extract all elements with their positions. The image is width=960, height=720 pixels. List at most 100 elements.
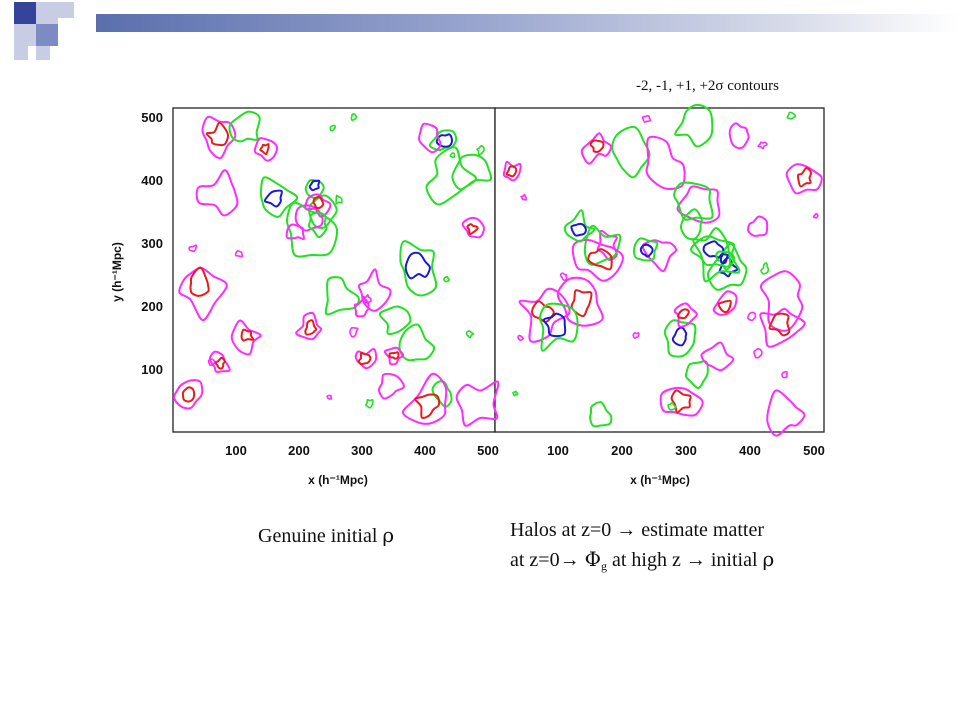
left-x-tick-labels: 100 200 300 400 500 [225,443,499,458]
contour-line [633,237,659,262]
phi-subscript: g [601,559,607,573]
contour-line [580,132,613,165]
contour-line [517,334,525,342]
x-tick-label: 300 [675,443,697,458]
contour-line [466,223,479,236]
contour-line [766,389,806,437]
contour-line [414,393,441,419]
contour-line [228,110,261,143]
contour-line [188,244,198,253]
x-tick-label: 100 [547,443,569,458]
x-tick-label: 500 [803,443,825,458]
contour-line [402,372,448,425]
contour-line [377,372,405,400]
contour-line [587,248,613,271]
contour-line [214,356,226,370]
contour-line [570,222,587,237]
caption-left: Genuine initial ρ [258,523,394,548]
x-tick-label: 200 [611,443,633,458]
contour-line [259,176,299,218]
phi-symbol: Φ [584,547,601,571]
x-tick-label: 400 [739,443,761,458]
x-tick-label: 500 [477,443,499,458]
contour-line [362,294,372,304]
contour-line [304,319,318,336]
contour-line [556,276,604,327]
left-y-axis-label: y (h⁻¹Mpc) [110,242,124,302]
contour-line [365,398,374,409]
contour-line [719,253,729,265]
contour-line [531,300,555,323]
x-tick-label: 200 [288,443,310,458]
contour-line [659,386,704,417]
contour-line [285,223,305,241]
contour-line [357,268,392,312]
contour-line [671,326,688,347]
contour-line [757,141,768,150]
contour-line [455,380,500,427]
contour-line [718,256,739,278]
contour-line [677,308,690,320]
contour-line [205,121,230,147]
contour-line [308,179,321,192]
contour-line [425,146,478,206]
contour-line [443,275,450,283]
contour-line [378,305,412,336]
contour-line [674,103,714,148]
x-tick-label: 400 [414,443,436,458]
deco-square [58,2,74,18]
contour-line [354,347,378,370]
contour-line [700,341,735,372]
right-x-axis-label: x (h⁻¹Mpc) [630,473,690,487]
contour-line [563,209,596,243]
corner-decoration [0,0,80,60]
right-x-tick-labels: 100 200 300 400 500 [547,443,825,458]
contour-line [295,311,323,341]
contour-line [465,330,475,339]
contour-line [173,379,204,410]
contour-line [679,208,703,241]
contour-line [431,380,453,408]
contour-line [240,328,255,342]
contour-line [786,111,797,120]
contour-line [476,144,485,156]
contour-line [673,302,698,328]
contour-line [357,351,372,366]
contour-figure: 500 400 300 200 100 y (h⁻¹Mpc) 100 200 3… [110,103,825,487]
contour-line [399,240,438,297]
contour-line [201,115,237,160]
y-tick-label: 100 [141,362,163,377]
contour-line [207,358,216,367]
contour-line [759,307,806,348]
contour-line [589,139,605,153]
contour-line [181,386,196,403]
deco-square [36,46,50,60]
contour-line [684,360,709,390]
left-panel-frame [172,107,496,433]
contour-line [781,371,788,379]
contour-line [753,347,763,359]
contour-line [350,113,358,121]
contour-line [760,262,770,275]
contour-line [690,235,741,283]
contour-line [518,287,571,343]
contour-line [676,185,721,224]
contour-line [195,169,239,217]
contour-line [502,160,522,182]
contour-line [307,211,328,239]
contour-line [728,122,750,150]
contour-line [329,124,337,132]
contour-line [461,216,486,239]
contour-line [717,299,732,314]
contour-line [398,323,436,362]
deco-square [14,46,28,60]
contour-line [796,167,813,188]
caption-right: Halos at z=0 → estimate matter at z=0→ Φ… [510,516,774,581]
y-tick-label: 400 [141,173,163,188]
title-bar-gradient [96,14,960,32]
deco-square [36,2,58,24]
contour-line [712,290,738,316]
contour-line [559,272,568,282]
left-x-axis-label: x (h⁻¹Mpc) [308,473,368,487]
contour-line [234,249,244,258]
